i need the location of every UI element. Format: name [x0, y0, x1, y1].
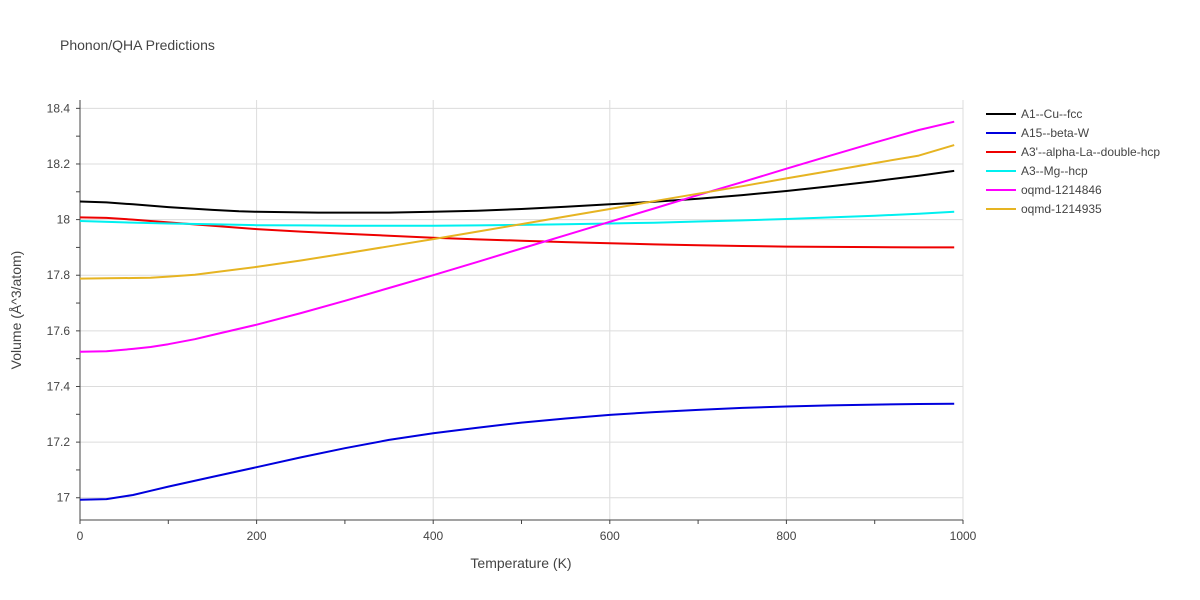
legend-item[interactable]: oqmd-1214935	[986, 202, 1102, 216]
legend-item[interactable]: A1--Cu--fcc	[986, 107, 1082, 121]
legend-label: oqmd-1214846	[1021, 183, 1102, 197]
y-tick-label: 17	[57, 491, 71, 505]
x-tick-label: 200	[247, 529, 267, 543]
x-tick-label: 0	[77, 529, 84, 543]
legend-item[interactable]: A15--beta-W	[986, 126, 1090, 140]
legend[interactable]: A1--Cu--fcc A15--beta-W A3'--alpha-La--dou…	[986, 107, 1160, 216]
series-line-A15--beta-W[interactable]	[79, 402, 955, 501]
x-tick-label: 1000	[950, 529, 977, 543]
series-line-A1--Cu--fcc[interactable]	[79, 169, 955, 214]
y-tick-label: 17.2	[47, 435, 71, 449]
series-line-oqmd-1214935[interactable]	[79, 144, 955, 280]
y-tick-label: 17.6	[47, 324, 71, 338]
legend-label: A3'--alpha-La--double-hcp	[1021, 145, 1160, 159]
y-tick-label: 17.4	[47, 379, 71, 393]
y-tick-label: 18.4	[47, 101, 71, 115]
x-axis-title: Temperature (K)	[470, 555, 571, 571]
y-tick-label: 18.2	[47, 157, 71, 171]
chart-title: Phonon/QHA Predictions	[60, 37, 215, 53]
legend-item[interactable]: oqmd-1214846	[986, 183, 1102, 197]
axes: 0 200 400 600 800 1000 17 17.2 17.4 17.6 17.8 18 18.…	[47, 100, 977, 543]
legend-item[interactable]: A3--Mg--hcp	[986, 164, 1088, 178]
legend-item[interactable]: A3'--alpha-La--double-hcp	[986, 145, 1160, 159]
x-tick-label: 800	[776, 529, 796, 543]
grid	[80, 100, 964, 520]
series-line-oqmd-1214846[interactable]	[79, 120, 955, 353]
series-lines	[79, 120, 955, 501]
y-tick-label: 17.8	[47, 268, 71, 282]
x-tick-label: 400	[423, 529, 443, 543]
x-tick-label: 600	[600, 529, 620, 543]
series-line-A3'--alpha-La--double-hcp[interactable]	[79, 216, 955, 249]
legend-label: oqmd-1214935	[1021, 202, 1102, 216]
y-tick-label: 18	[57, 213, 71, 227]
legend-label: A1--Cu--fcc	[1021, 107, 1082, 121]
series-line-A3--Mg--hcp[interactable]	[79, 210, 955, 227]
legend-label: A3--Mg--hcp	[1021, 164, 1088, 178]
legend-label: A15--beta-W	[1021, 126, 1090, 140]
y-axis-title: Volume (Å^3/atom)	[8, 251, 24, 370]
